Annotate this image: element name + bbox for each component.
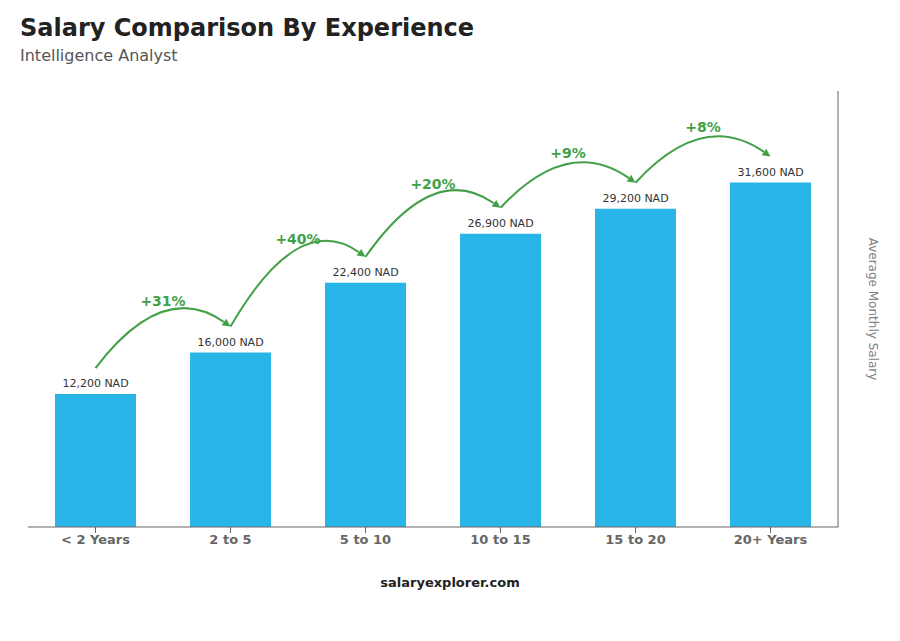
svg-text:Average Monthly Salary: Average Monthly Salary <box>866 238 880 381</box>
svg-text:< 2 Years: < 2 Years <box>61 532 130 547</box>
html-text:Salary Comparison By Experienc: Salary Comparison By Experience <box>20 14 475 42</box>
svg-text:+31%: +31% <box>140 293 185 309</box>
svg-text:15 to 20: 15 to 20 <box>605 532 665 547</box>
svg-text:+8%: +8% <box>685 119 721 135</box>
svg-text:10 to 15: 10 to 15 <box>470 532 530 547</box>
html-text:Intelligence Analyst: Intelligence Analyst <box>20 46 178 65</box>
svg-text:+40%: +40% <box>275 231 320 247</box>
svg-text:22,400 NAD: 22,400 NAD <box>332 266 398 279</box>
svg-text:2 to 5: 2 to 5 <box>209 532 251 547</box>
svg-text:31,600 NAD: 31,600 NAD <box>737 166 803 179</box>
svg-text:29,200 NAD: 29,200 NAD <box>602 192 668 205</box>
svg-text:5 to 10: 5 to 10 <box>340 532 391 547</box>
svg-text:26,900 NAD: 26,900 NAD <box>467 217 533 230</box>
svg-text:20+ Years: 20+ Years <box>734 532 808 547</box>
svg-text:16,000 NAD: 16,000 NAD <box>197 336 263 349</box>
html-text:salaryexplorer.com: salaryexplorer.com <box>380 575 520 590</box>
svg-text:+20%: +20% <box>410 176 455 192</box>
svg-text:+9%: +9% <box>550 145 586 161</box>
svg-text:12,200 NAD: 12,200 NAD <box>62 377 128 390</box>
